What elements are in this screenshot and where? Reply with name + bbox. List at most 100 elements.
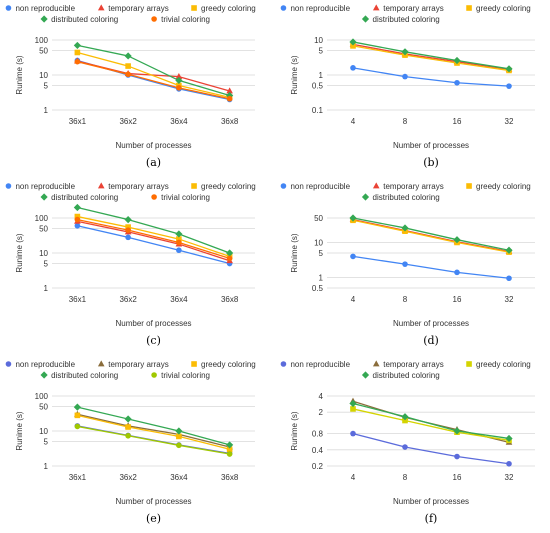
y-tick-label: 10 [39, 249, 48, 258]
legend-item-temporary-arrays: temporary arrays [97, 4, 169, 13]
data-point [349, 399, 357, 408]
data-point [454, 79, 460, 86]
legend: non reproducible temporary arrays greedy c… [280, 360, 531, 380]
data-point [125, 432, 131, 439]
legend-item-temporary-arrays: temporary arrays [372, 360, 444, 369]
legend-item-distributed-coloring: distributed coloring [361, 193, 440, 202]
y-tick-label: 0.5 [312, 284, 324, 293]
y-tick-label: 50 [39, 47, 48, 56]
y-tick-label: 100 [35, 392, 49, 401]
data-point [350, 43, 356, 49]
data-point [350, 430, 356, 437]
x-tick-label: 36x4 [170, 473, 188, 482]
chart-panel-a: non reproducible temporary arrays greedy c… [5, 4, 256, 169]
legend-marker-trivial-coloring [151, 194, 157, 200]
data-point [350, 406, 356, 412]
y-axis-label: Runime (s) [15, 233, 24, 272]
data-point [401, 224, 409, 232]
y-tick-label: 100 [35, 214, 49, 223]
data-point [402, 261, 408, 267]
series-line-greedy-coloring [77, 414, 230, 450]
legend-label-distributed-coloring: distributed coloring [51, 193, 118, 202]
data-point [125, 234, 131, 241]
y-tick-label: 0.4 [312, 446, 324, 455]
series-line-distributed-coloring [352, 217, 510, 251]
legend-label-trivial-coloring: trivial coloring [161, 15, 210, 24]
y-tick-label: 10 [314, 36, 323, 45]
legend: non reproducible temporary arrays greedy c… [5, 182, 256, 202]
y-tick-label: 2 [319, 408, 324, 417]
x-tick-label: 36x4 [170, 295, 188, 304]
data-point [175, 427, 183, 435]
data-point [402, 73, 408, 80]
legend-item-trivial-coloring: trivial coloring [151, 193, 210, 202]
legend-item-non-reproducible: non reproducible [5, 4, 76, 13]
series-distributed-coloring [349, 38, 513, 73]
y-tick-label: 1 [319, 71, 324, 80]
panel-caption: (b) [423, 156, 439, 169]
chart-panel-f: non reproducible temporary arrays greedy c… [280, 360, 535, 525]
series-line-temporary-arrays [352, 218, 510, 253]
y-axis-label: Runime (s) [290, 411, 299, 450]
y-tick-label: 50 [39, 403, 48, 412]
legend-marker-greedy-coloring [191, 183, 197, 189]
series-non-reproducible [350, 253, 512, 282]
legend-item-non-reproducible: non reproducible [5, 360, 76, 369]
legend-label-greedy-coloring: greedy coloring [476, 4, 531, 13]
series-line-trivial-coloring [77, 425, 230, 455]
legend-marker-temporary-arrays [97, 360, 105, 367]
x-tick-label: 16 [453, 117, 462, 126]
series-line-distributed-coloring [77, 44, 230, 97]
x-tick-label: 32 [505, 295, 514, 304]
x-tick-label: 36x2 [119, 117, 137, 126]
legend-label-non-reproducible: non reproducible [290, 182, 350, 191]
legend-marker-greedy-coloring [466, 361, 472, 367]
y-tick-label: 0.1 [312, 106, 324, 115]
legend-label-trivial-coloring: trivial coloring [161, 371, 210, 380]
series-line-trivial-coloring [77, 61, 230, 100]
y-tick-label: 4 [319, 392, 324, 401]
legend-label-non-reproducible: non reproducible [15, 4, 75, 13]
y-tick-label: 10 [39, 427, 48, 436]
legend-item-non-reproducible: non reproducible [280, 182, 351, 191]
data-point [505, 65, 513, 73]
y-tick-label: 5 [44, 260, 49, 269]
data-point [226, 95, 233, 102]
data-point [349, 38, 357, 46]
x-ticks: 36x1 36x2 36x4 36x8 [69, 117, 239, 126]
series-line-distributed-coloring [352, 41, 510, 70]
data-point [74, 216, 81, 223]
series-line-distributed-coloring [77, 406, 230, 446]
y-tick-label: 5 [44, 438, 49, 447]
x-tick-label: 4 [351, 295, 356, 304]
legend-label-non-reproducible: non reproducible [290, 4, 350, 13]
data-point [401, 48, 409, 56]
panel-caption: (f) [425, 512, 438, 525]
series-line-non-reproducible [352, 255, 510, 279]
x-ticks: 4 8 16 32 [351, 117, 514, 126]
data-point [402, 444, 408, 450]
data-point [226, 249, 234, 257]
legend-marker-greedy-coloring [191, 361, 197, 367]
legend-label-non-reproducible: non reproducible [290, 360, 350, 369]
x-tick-label: 4 [351, 473, 356, 482]
legend-marker-non-reproducible [5, 361, 12, 367]
data-point [176, 236, 182, 242]
data-point [176, 247, 182, 254]
legend: non reproducible temporary arrays greedy c… [280, 182, 531, 202]
series-temporary-arrays [74, 217, 233, 264]
y-tick-label: 1 [319, 273, 324, 282]
series-line-non-reproducible [352, 67, 510, 87]
x-ticks: 4 8 16 32 [351, 295, 514, 304]
data-point [506, 83, 512, 89]
data-point [73, 403, 81, 411]
data-point [73, 41, 81, 50]
y-tick-label: 1 [44, 462, 49, 471]
legend-marker-distributed-coloring [40, 371, 48, 379]
panel-caption: (d) [423, 334, 439, 347]
data-point [73, 203, 81, 212]
chart-panel-b: non reproducible temporary arrays greedy c… [280, 4, 535, 169]
legend-marker-temporary-arrays [97, 4, 105, 11]
x-ticks: 36x1 36x2 36x4 36x8 [69, 295, 239, 304]
legend-item-temporary-arrays: temporary arrays [372, 182, 444, 191]
